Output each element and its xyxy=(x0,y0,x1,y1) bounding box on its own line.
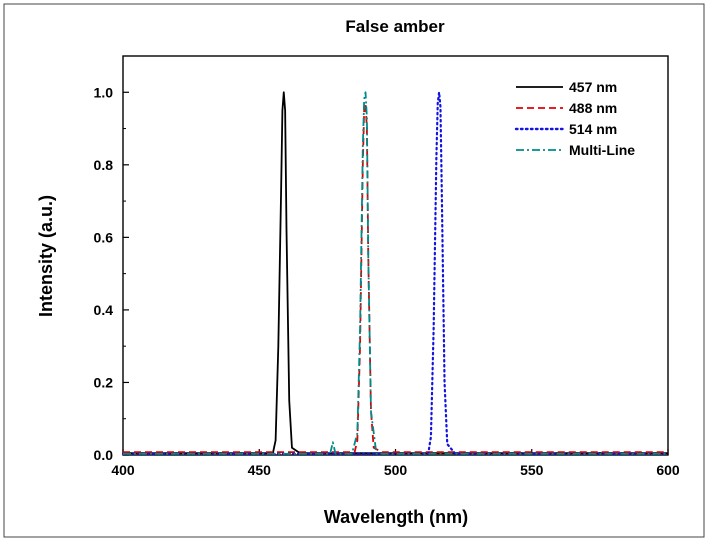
axis-ticks: 400 450 500 550 600 0.0 0.2 0.4 0.6 0.8 1.0 xyxy=(94,84,680,478)
figure-frame xyxy=(3,3,705,538)
y-axis-label: Intensity (a.u.) xyxy=(36,195,56,317)
series-line-2 xyxy=(123,102,668,453)
series-line-1 xyxy=(123,91,668,455)
x-tick-label: 400 xyxy=(111,462,135,478)
y-tick-label: 1.0 xyxy=(94,84,114,100)
legend: 457 nm 488 nm 514 nm Multi-Line xyxy=(514,79,635,158)
series-line-4 xyxy=(123,91,668,455)
y-tick-label: 0.4 xyxy=(94,302,114,318)
x-tick-label: 500 xyxy=(384,462,408,478)
y-tick-label: 0.0 xyxy=(94,447,114,463)
chart-title: False amber xyxy=(345,17,445,36)
series-layer xyxy=(121,91,670,456)
legend-label-2: 488 nm xyxy=(569,100,617,116)
legend-label-1: 457 nm xyxy=(569,79,617,95)
legend-label-4: Multi-Line xyxy=(569,142,635,158)
legend-label-3: 514 nm xyxy=(569,121,617,137)
series-line-3 xyxy=(121,91,670,456)
y-tick-label: 0.6 xyxy=(94,229,114,245)
x-tick-label: 450 xyxy=(248,462,272,478)
y-tick-label: 0.2 xyxy=(94,374,114,390)
x-tick-label: 550 xyxy=(520,462,544,478)
y-tick-label: 0.8 xyxy=(94,157,114,173)
x-tick-label: 600 xyxy=(656,462,680,478)
x-axis-label: Wavelength (nm) xyxy=(324,507,468,527)
